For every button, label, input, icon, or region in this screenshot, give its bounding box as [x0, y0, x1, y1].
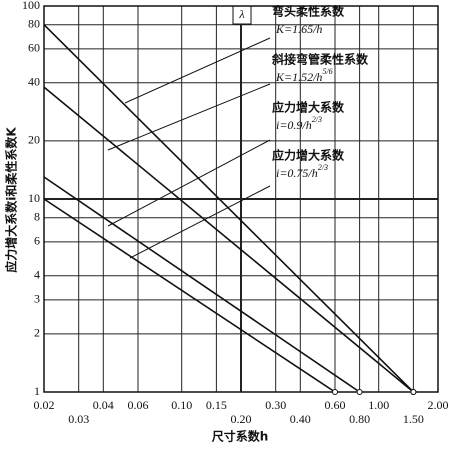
- legend-formula: i=0.75/h2/3: [276, 163, 328, 180]
- x-tick-label: 0.60: [324, 398, 345, 412]
- x-tick-label: 0.30: [265, 398, 286, 412]
- formula: i=0.75/h: [276, 166, 318, 180]
- x-tick-label: 0.40: [290, 412, 311, 426]
- x-tick-label: 1.00: [368, 398, 389, 412]
- y-tick-label: 10: [28, 191, 40, 205]
- exponent: 5/6: [322, 67, 332, 76]
- leader-line: [129, 185, 271, 259]
- leader-lines: [107, 37, 271, 259]
- y-tick-label: 1: [34, 384, 40, 398]
- legend-formula: K=1.52/h5/6: [275, 67, 333, 84]
- x-tick-label: 0.20: [231, 412, 252, 426]
- grid: [43, 5, 439, 393]
- y-tick-label: 4: [34, 268, 40, 282]
- x-tick-label: 0.04: [93, 398, 114, 412]
- x-tick-label: 0.80: [349, 412, 370, 426]
- legend-formula: K=1.65/h: [275, 22, 322, 36]
- exponent: 2/3: [312, 115, 322, 124]
- y-tick-label: 40: [28, 75, 40, 89]
- y-tick-label: 60: [28, 41, 40, 55]
- x-tick-label: 2.00: [428, 398, 449, 412]
- curve: [43, 86, 414, 393]
- y-tick-label: 80: [28, 16, 40, 30]
- leader-line: [107, 139, 271, 227]
- legend-name: 斜接弯管柔性系数: [271, 52, 369, 67]
- formula: i=0.9/h: [276, 118, 312, 132]
- formula: K=1.52/h: [275, 70, 322, 84]
- x-tick-label: 1.50: [403, 412, 424, 426]
- x-tick-label: 0.03: [68, 412, 89, 426]
- leader-line: [107, 83, 271, 151]
- exponent: 2/3: [318, 163, 328, 172]
- x-tick-label: 0.15: [206, 398, 227, 412]
- end-point: [356, 389, 363, 395]
- x-tick-label: 0.02: [34, 398, 55, 412]
- legend-formula: i=0.9/h2/3: [276, 115, 322, 132]
- y-tick-label: 2: [34, 326, 40, 340]
- leader-line: [124, 37, 271, 104]
- curve: [43, 24, 414, 393]
- corner-label: λ: [238, 7, 244, 21]
- y-tick-label: 100: [22, 0, 40, 12]
- legend-name: 应力增大系数: [272, 148, 345, 163]
- y-tick-label: 20: [28, 133, 40, 147]
- formula: K=1.65/h: [275, 22, 322, 36]
- x-tick-label: 0.06: [127, 398, 148, 412]
- end-point: [331, 389, 338, 395]
- legend-name: 弯头柔性系数: [272, 4, 345, 19]
- y-tick-label: 3: [34, 292, 40, 306]
- y-tick-label: 6: [34, 234, 40, 248]
- x-axis-label: 尺寸系数h: [212, 429, 269, 444]
- end-point: [410, 389, 417, 395]
- curve: [43, 198, 336, 393]
- y-axis-label: 应力增大系数i和柔性系数K: [4, 127, 19, 273]
- x-tick-label: 0.10: [171, 398, 192, 412]
- curve: [43, 176, 361, 393]
- y-tick-label: 8: [34, 209, 40, 223]
- legend-name: 应力增大系数: [272, 100, 345, 115]
